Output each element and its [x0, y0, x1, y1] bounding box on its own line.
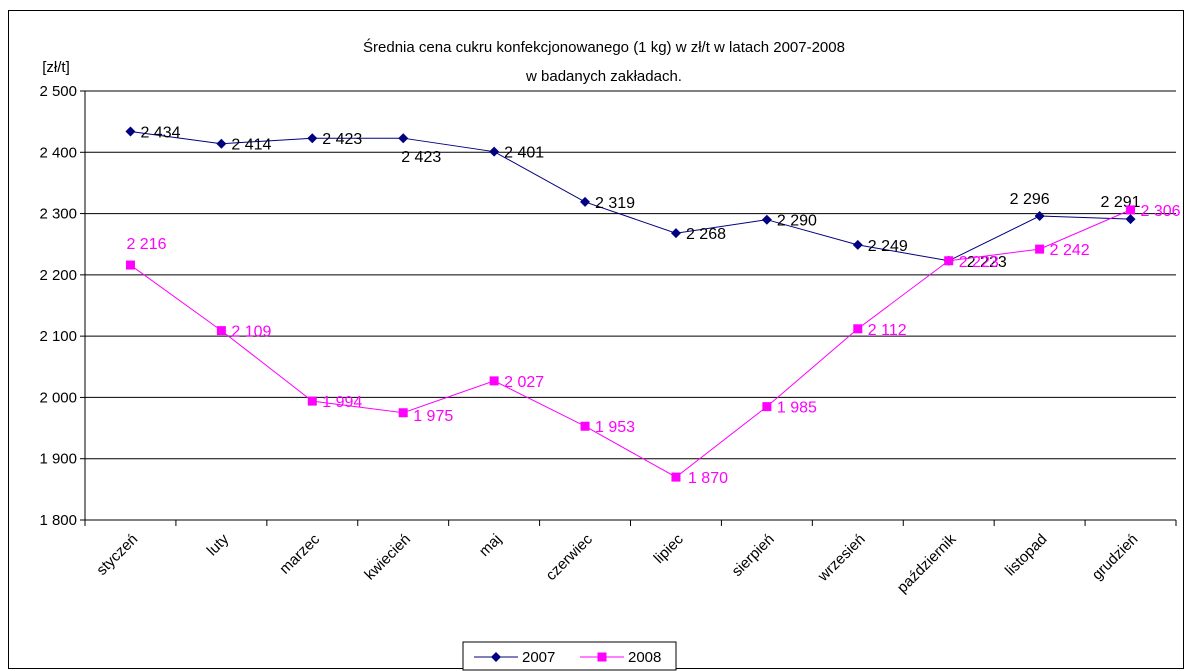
data-label: 1 870 — [688, 470, 728, 487]
data-point — [307, 396, 317, 406]
data-point — [852, 239, 863, 250]
data-label: 1 953 — [595, 419, 635, 436]
series-line-2007 — [130, 130, 1131, 262]
legend-label: 2007 — [522, 649, 555, 666]
data-label: 2 027 — [504, 374, 544, 391]
data-point — [125, 126, 136, 137]
x-tick-label: kwiecień — [361, 531, 414, 584]
y-axis-label: [zł/t] — [42, 59, 70, 76]
legend-marker — [491, 652, 501, 662]
data-point — [853, 324, 863, 334]
x-tick-label: październik — [894, 530, 960, 596]
data-point — [398, 408, 408, 418]
data-label: 2 296 — [1010, 191, 1050, 208]
data-point — [1035, 244, 1045, 254]
data-label: 2 423 — [322, 131, 362, 148]
chart-subtitle: w badanych zakładach. — [525, 68, 682, 85]
data-label: 2 414 — [231, 137, 271, 154]
x-tick-label: grudzień — [1089, 531, 1142, 584]
y-tick-label: 2 200 — [39, 267, 77, 284]
x-tick-label: luty — [204, 530, 233, 559]
data-label: 1 975 — [413, 408, 453, 425]
data-label: 2 109 — [231, 324, 271, 341]
x-tick-label: styczeń — [93, 531, 141, 579]
data-label: 2 268 — [686, 226, 726, 243]
data-point — [216, 138, 227, 149]
data-label: 1 985 — [777, 400, 817, 417]
series-2007: 2 434 2 414 2 423 2 423 2 401 2 319 2 268 2 290… — [125, 124, 1141, 271]
data-label: 2 223 — [959, 254, 999, 271]
data-point — [125, 260, 135, 270]
x-tick-label: lipiec — [651, 530, 688, 567]
data-label: 2 434 — [140, 124, 180, 141]
legend-marker — [597, 652, 607, 662]
data-label: 2 319 — [595, 195, 635, 212]
data-point — [761, 214, 772, 225]
data-label: 2 216 — [126, 236, 166, 253]
series-line-2008 — [130, 209, 1131, 478]
data-point — [762, 402, 772, 412]
data-label: 2 112 — [868, 322, 907, 339]
legend: 2007 2008 — [462, 641, 677, 671]
x-tick-label: czerwiec — [543, 530, 597, 584]
legend-label: 2008 — [628, 649, 661, 666]
x-tick-label: marzec — [276, 530, 323, 577]
chart-title: Średnia cena cukru konfekcjonowanego (1 … — [363, 38, 845, 56]
x-tick-label: listopad — [1002, 531, 1051, 580]
data-point — [489, 146, 500, 157]
data-label: 2 423 — [401, 149, 441, 166]
data-label: 2 290 — [777, 213, 817, 230]
data-point — [489, 376, 499, 386]
series-layer: 2 434 2 414 2 423 2 423 2 401 2 319 2 268 2 290… — [125, 124, 1181, 487]
data-label: 2 242 — [1050, 242, 1090, 259]
series-2008: 2 216 2 109 1 994 1 975 2 027 1 953 1 870 1 985… — [125, 203, 1181, 487]
data-point — [216, 326, 226, 336]
data-label: 2 306 — [1141, 203, 1181, 220]
data-point — [670, 228, 681, 239]
data-point — [671, 472, 681, 482]
x-tick-label: sierpień — [729, 531, 778, 580]
data-point — [307, 133, 318, 144]
data-point — [1126, 205, 1136, 215]
data-point — [398, 133, 409, 144]
data-point — [944, 256, 954, 266]
y-tick-label: 2 300 — [39, 206, 77, 223]
y-tick-label: 2 000 — [39, 389, 77, 406]
y-tick-label: 1 800 — [39, 512, 77, 529]
legend-item-2008: 2008 — [580, 649, 661, 666]
legend-item-2007: 2007 — [474, 649, 555, 666]
chart-frame — [8, 10, 1184, 669]
data-point — [580, 421, 590, 431]
data-label: 2 249 — [868, 238, 908, 255]
gridlines — [85, 90, 1176, 460]
y-tick-label: 2 500 — [39, 83, 77, 100]
x-tick-label: wrzesień — [814, 531, 869, 586]
data-label: 2 401 — [504, 145, 544, 162]
y-tick-label: 2 100 — [39, 328, 77, 345]
data-point — [1125, 214, 1136, 225]
x-tick-label: maj — [476, 531, 505, 560]
data-label: 1 994 — [322, 394, 362, 411]
data-label: 2 223 — [967, 254, 1007, 271]
data-point — [580, 196, 591, 207]
data-point — [1034, 211, 1045, 222]
y-tick-label: 2 400 — [39, 144, 77, 161]
y-tick-label: 1 900 — [39, 451, 77, 468]
axes: 1 800 1 900 2 000 2 100 2 200 2 300 2 400 2 500… — [39, 83, 1177, 596]
